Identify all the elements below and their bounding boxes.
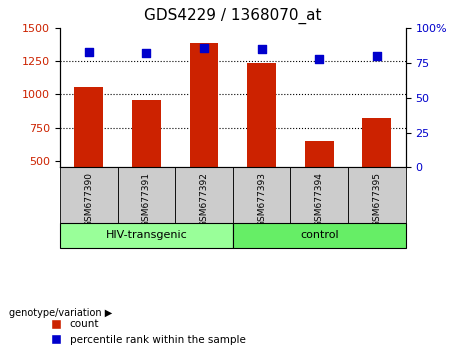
Text: GSM677390: GSM677390 [84,172,93,227]
Title: GDS4229 / 1368070_at: GDS4229 / 1368070_at [144,8,322,24]
Text: GSM677391: GSM677391 [142,172,151,227]
Bar [74,86,103,167]
FancyBboxPatch shape [233,223,406,248]
FancyBboxPatch shape [290,167,348,223]
FancyBboxPatch shape [60,167,118,223]
Point [85,49,92,55]
Text: genotype/variation ▶: genotype/variation ▶ [9,308,112,318]
FancyBboxPatch shape [348,167,406,223]
Bar [305,141,334,167]
Text: GSM677395: GSM677395 [372,172,381,227]
Point [200,45,207,51]
Legend: count, percentile rank within the sample: count, percentile rank within the sample [47,315,250,349]
Text: control: control [300,230,338,240]
Bar [362,118,391,167]
Text: HIV-transgenic: HIV-transgenic [106,230,187,240]
Bar [132,100,161,167]
Text: GSM677393: GSM677393 [257,172,266,227]
FancyBboxPatch shape [60,223,233,248]
Text: GSM677392: GSM677392 [200,172,208,227]
Point [315,56,323,62]
FancyBboxPatch shape [175,167,233,223]
Point [373,53,381,59]
Text: GSM677394: GSM677394 [315,172,324,227]
FancyBboxPatch shape [118,167,175,223]
Point [142,51,150,56]
Bar [247,63,276,167]
Point [258,46,266,52]
FancyBboxPatch shape [233,167,290,223]
Bar [189,43,219,167]
